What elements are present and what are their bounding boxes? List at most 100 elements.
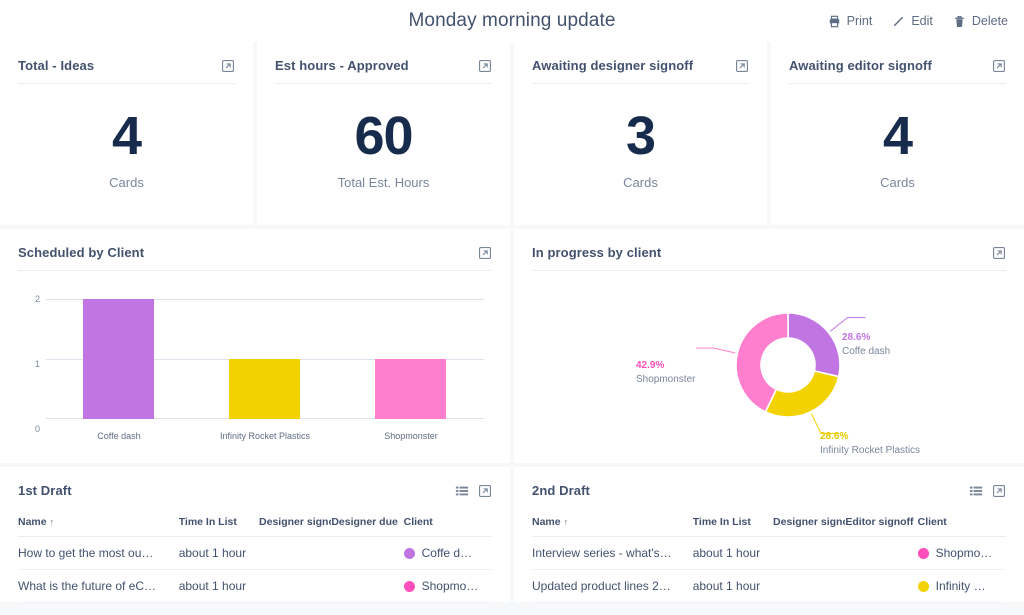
bar-series (46, 299, 484, 419)
card-header-icons (478, 59, 492, 73)
donut-slice-shopmonster[interactable] (735, 312, 789, 413)
external-link-icon[interactable] (992, 59, 1006, 73)
column-header-designer-due[interactable]: Designer due (331, 508, 404, 537)
chart-card-in-progress-by-client: In progress by client 28.6% Coffe dash 4… (514, 229, 1024, 463)
table-row[interactable]: Updated product lines 2… about 1 hour Infi… (532, 569, 1006, 603)
card-title: Total - Ideas (18, 58, 95, 73)
column-header-client[interactable]: Client (403, 508, 492, 537)
bar-column[interactable] (46, 299, 192, 419)
bar-infinity-rocket-plastics[interactable] (229, 359, 301, 419)
draft-table: Name↑ Time In List Designer signoff Desi… (18, 508, 492, 603)
cell-editor-signoff (845, 536, 918, 570)
cell-name[interactable]: Interview series - what's… (532, 536, 693, 570)
cell-editor-signoff (845, 569, 918, 603)
delete-label: Delete (971, 14, 1008, 28)
column-header-designer-signoff[interactable]: Designer signoff (773, 508, 846, 537)
column-header-time-in-list[interactable]: Time In List (178, 508, 260, 537)
client-name: Coffe d… (421, 546, 473, 560)
column-header-designer-signoff[interactable]: Designer signoff (259, 508, 332, 537)
external-link-icon[interactable] (221, 59, 235, 73)
cell-designer-signoff (259, 569, 332, 603)
card-title: In progress by client (532, 245, 662, 260)
donut-slice-coffe-dash[interactable] (787, 312, 841, 378)
list-view-icon[interactable] (455, 484, 469, 498)
bar-shopmonster[interactable] (375, 359, 447, 419)
column-header-editor-signoff[interactable]: Editor signoff (845, 508, 918, 537)
column-header-time-in-list[interactable]: Time In List (692, 508, 774, 537)
donut-name-coffe-dash: Coffe dash (842, 345, 891, 357)
cell-name[interactable]: How to get the most ou… (18, 536, 179, 570)
client-label: Coffe d… (403, 546, 488, 560)
kpi-card-awaiting-designer-signoff[interactable]: Awaiting designer signoff 3 Cards (514, 42, 767, 225)
card-header: Total - Ideas (0, 42, 253, 83)
kpi-label: Cards (109, 174, 144, 190)
donut-callout-infinity-rocket-plastics: 28.6% Infinity Rocket Plastics (820, 430, 920, 457)
card-header-icons (221, 59, 235, 73)
client-color-dot (403, 547, 415, 559)
trash-icon (953, 15, 966, 28)
card-header: Awaiting editor signoff (771, 42, 1024, 83)
bar-coffe-dash[interactable] (83, 299, 155, 419)
column-header-name[interactable]: Name ↑ (18, 508, 179, 537)
card-header: Est hours - Approved (257, 42, 510, 83)
y-axis-tick-0: 0 (34, 424, 40, 434)
sort-ascending-icon: ↑ (49, 517, 55, 527)
cell-name[interactable]: What is the future of eC… (18, 569, 179, 603)
x-axis-label: Infinity Rocket Plastics (219, 431, 310, 441)
bar-column[interactable] (192, 299, 338, 419)
list-view-icon[interactable] (969, 484, 983, 498)
donut-callout-coffe-dash: 28.6% Coffe dash (842, 331, 890, 358)
delete-button[interactable]: Delete (951, 11, 1010, 31)
external-link-icon[interactable] (992, 484, 1006, 498)
card-title: 2nd Draft (532, 483, 590, 498)
cell-designer-signoff (259, 536, 332, 570)
external-link-icon[interactable] (992, 246, 1006, 260)
cell-client: Shopmo… (403, 569, 492, 603)
column-header-name[interactable]: Name ↑ (532, 508, 693, 537)
header-actions: Print Edit Delete (826, 11, 1010, 31)
card-header-icons (478, 246, 492, 260)
card-divider (532, 83, 749, 84)
bar-column[interactable] (338, 299, 484, 419)
external-link-icon[interactable] (735, 59, 749, 73)
kpi-value: 3 (625, 105, 656, 166)
kpi-card-total-ideas[interactable]: Total - Ideas 4 Cards (0, 42, 253, 225)
external-link-icon[interactable] (478, 484, 492, 498)
draft-table: Name↑ Time In List Designer signoff Edit… (532, 508, 1006, 603)
cell-time-in-list: about 1 hour (178, 569, 260, 603)
pencil-icon (892, 15, 905, 28)
bar-plot-area (46, 299, 484, 419)
kpi-card-awaiting-editor-signoff[interactable]: Awaiting editor signoff 4 Cards (771, 42, 1024, 225)
table-card-2nd-draft: 2nd Draft Name ↑ (514, 467, 1024, 603)
client-name: Infinity … (935, 579, 986, 593)
card-header: 1st Draft (0, 467, 510, 508)
cell-name[interactable]: Updated product lines 2… (532, 569, 693, 603)
page-title: Monday morning update (408, 10, 616, 31)
table-row[interactable]: What is the future of eC… about 1 hour Sho… (18, 569, 492, 603)
donut-slice-infinity-rocket-plastics[interactable] (764, 370, 840, 418)
card-divider (18, 83, 235, 84)
sort-ascending-icon: ↑ (563, 517, 569, 527)
card-title: Awaiting designer signoff (532, 58, 694, 73)
print-label: Print (846, 14, 873, 28)
table-row[interactable]: How to get the most ou… about 1 hour Coffe… (18, 536, 492, 570)
y-axis-tick-1: 1 (34, 359, 40, 369)
kpi-label: Cards (623, 174, 658, 190)
kpi-card-est-hours-approved[interactable]: Est hours - Approved 60 Total Est. Hours (257, 42, 510, 225)
client-color-dot (403, 580, 415, 592)
kpi-body: 4 Cards (771, 84, 1024, 214)
table-row[interactable]: Interview series - what's… about 1 hour Sh… (532, 536, 1006, 570)
edit-button[interactable]: Edit (890, 11, 935, 31)
cell-client: Infinity … (917, 569, 1006, 603)
column-header-client[interactable]: Client (917, 508, 1006, 537)
external-link-icon[interactable] (478, 59, 492, 73)
chart-row: Scheduled by Client 2 1 0 Coff (0, 229, 1024, 467)
client-label: Infinity … (917, 579, 1002, 593)
card-header: Scheduled by Client (0, 229, 510, 270)
donut-pct-shopmonster: 42.9% (636, 360, 665, 371)
card-header: In progress by client (514, 229, 1024, 270)
card-title: 1st Draft (18, 483, 72, 498)
cell-time-in-list: about 1 hour (692, 536, 774, 570)
print-button[interactable]: Print (826, 11, 875, 31)
external-link-icon[interactable] (478, 246, 492, 260)
